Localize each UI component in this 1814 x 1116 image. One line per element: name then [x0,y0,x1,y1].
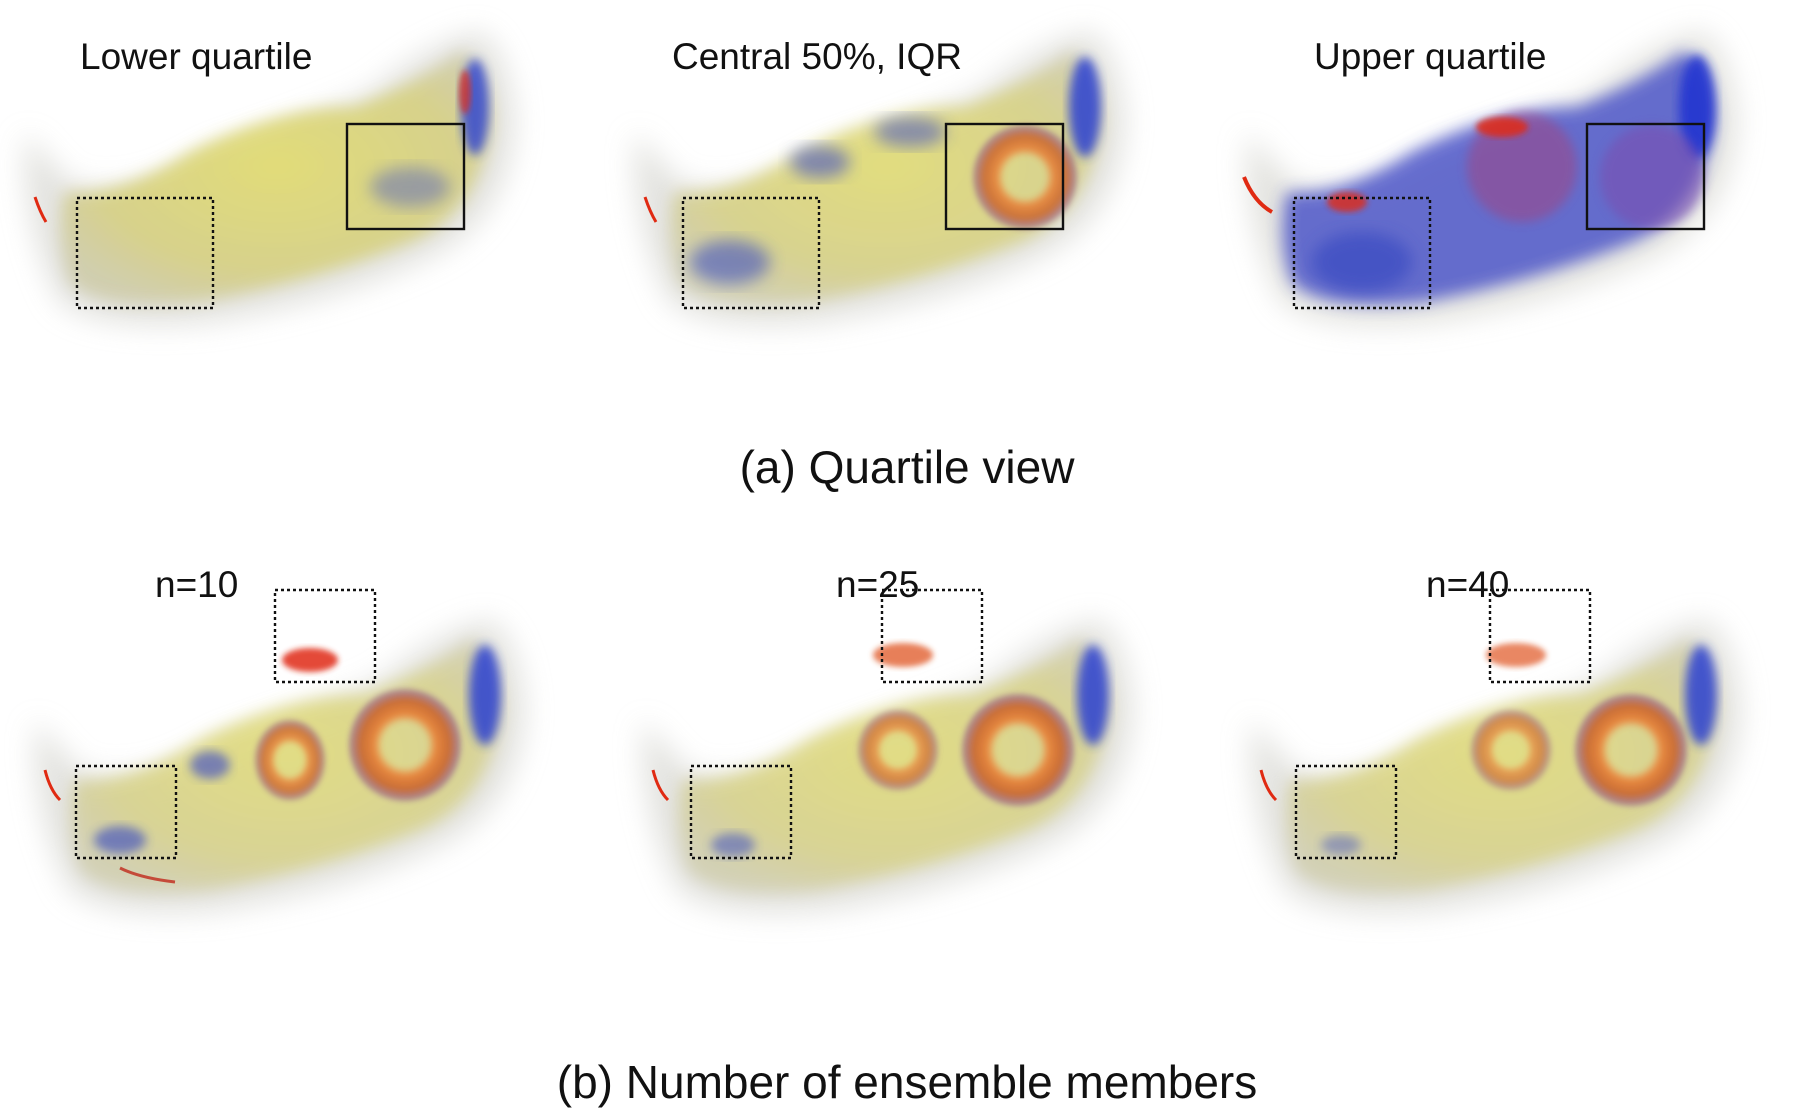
blue-vortex [1685,645,1717,745]
red-vortex [1486,643,1546,667]
volume-body [61,52,492,305]
dotted-roi-box [273,588,377,684]
purple-vortex-ring [1600,125,1704,229]
blue-vortex [874,117,946,147]
dotted-roi-box [689,764,793,860]
blue-vortex [790,146,850,178]
blue-vortex [1312,232,1412,292]
panel-n25: n=25 [628,564,1168,920]
volume-rendering-n10 [35,588,525,913]
red-filament [651,769,670,802]
blue-vortex [1679,55,1715,159]
caption-row-b: (b) Number of ensemble members [556,1056,1258,1108]
red-filament [1242,176,1274,214]
red-vortex [873,643,933,667]
orange-vortex-ring [255,720,325,800]
red-filament [33,196,48,223]
orange-vortex-ring [1575,694,1687,806]
volume-rendering-lower [25,32,515,325]
panel-lower-quartile: Lower quartile [10,12,550,332]
blue-vortex [469,645,501,745]
red-vortex [459,70,471,114]
dotted-roi-box [880,588,984,684]
orange-vortex-ring [973,125,1077,229]
panel-label: Upper quartile [1314,36,1547,77]
blue-vortex [711,833,755,857]
blue-vortex [1069,57,1101,157]
panel-upper-quartile: Upper quartile [1232,12,1772,332]
solid-roi-box [944,122,1065,231]
dotted-roi-box [1294,764,1398,860]
blue-vortex [370,167,450,207]
panel-label: n=10 [155,564,239,605]
volume-rendering-n40 [1251,588,1741,913]
panel-label: n=25 [836,564,920,605]
orange-vortex-ring [349,689,461,801]
caption-row-a: (a) Quartile view [739,441,1075,493]
red-filament [1259,769,1278,802]
dotted-roi-box [1292,196,1432,310]
red-vortex [1476,117,1528,137]
red-filament [643,196,658,223]
volume-body [671,52,1102,305]
panel-label: n=40 [1426,564,1510,605]
blue-vortex [690,240,770,284]
blue-vortex [1077,645,1109,745]
orange-vortex-ring [1471,710,1551,790]
panel-central-iqr: Central 50%, IQR [620,12,1160,332]
blue-vortex [190,751,230,779]
dotted-roi-box [681,196,821,310]
dotted-roi-box [75,196,215,310]
panel-label: Central 50%, IQR [672,36,962,77]
solid-roi-box [1585,122,1706,231]
volume-rendering-n25 [643,588,1133,913]
panel-n40: n=40 [1236,564,1776,920]
red-filament [43,769,62,802]
dotted-roi-box [1488,588,1592,684]
volume-rendering-iqr [635,32,1125,325]
solid-roi-box [345,122,466,231]
red-filament [119,866,176,884]
orange-vortex-ring [962,694,1074,806]
purple-vortex-ring [1467,112,1577,222]
panel-label: Lower quartile [80,36,313,77]
blue-vortex [1321,835,1361,855]
red-vortex [1327,192,1367,212]
volume-rendering-upper [1242,32,1737,325]
panel-n10: n=10 [20,564,560,920]
dotted-roi-box [74,764,178,860]
orange-vortex-ring [858,710,938,790]
blue-vortex [94,826,146,854]
red-vortex [282,648,338,672]
